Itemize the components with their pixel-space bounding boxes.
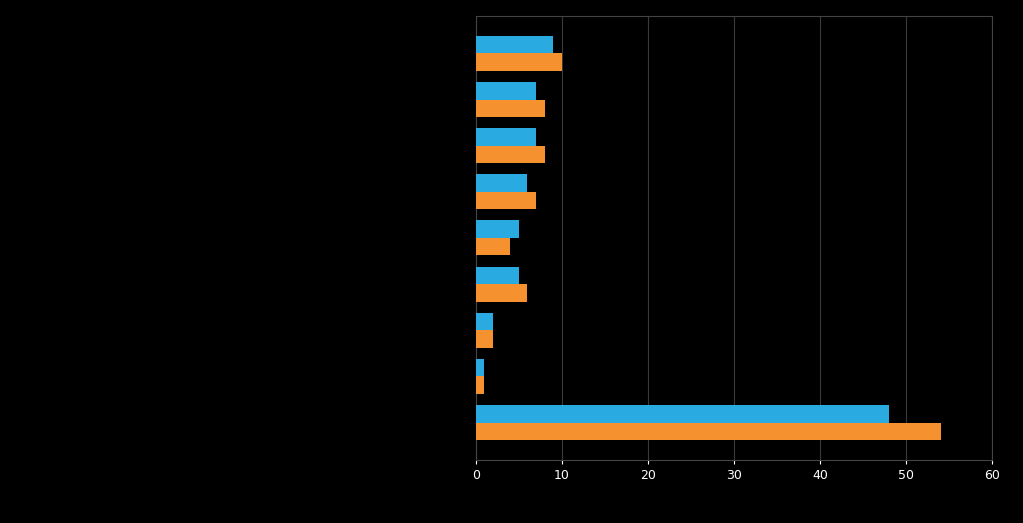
Bar xyxy=(476,53,562,71)
Bar xyxy=(476,377,484,394)
Bar xyxy=(476,192,536,209)
Bar xyxy=(476,423,941,440)
Bar xyxy=(476,128,536,146)
Bar xyxy=(476,284,528,302)
Bar xyxy=(476,99,544,117)
Bar xyxy=(476,174,528,192)
Bar xyxy=(476,405,889,423)
Bar xyxy=(476,82,536,99)
Bar xyxy=(476,330,493,348)
Bar xyxy=(476,313,493,330)
Bar xyxy=(476,36,553,53)
Bar xyxy=(476,146,544,163)
Bar xyxy=(476,220,519,238)
Bar xyxy=(476,267,519,284)
Bar xyxy=(476,359,484,377)
Bar xyxy=(476,238,510,256)
